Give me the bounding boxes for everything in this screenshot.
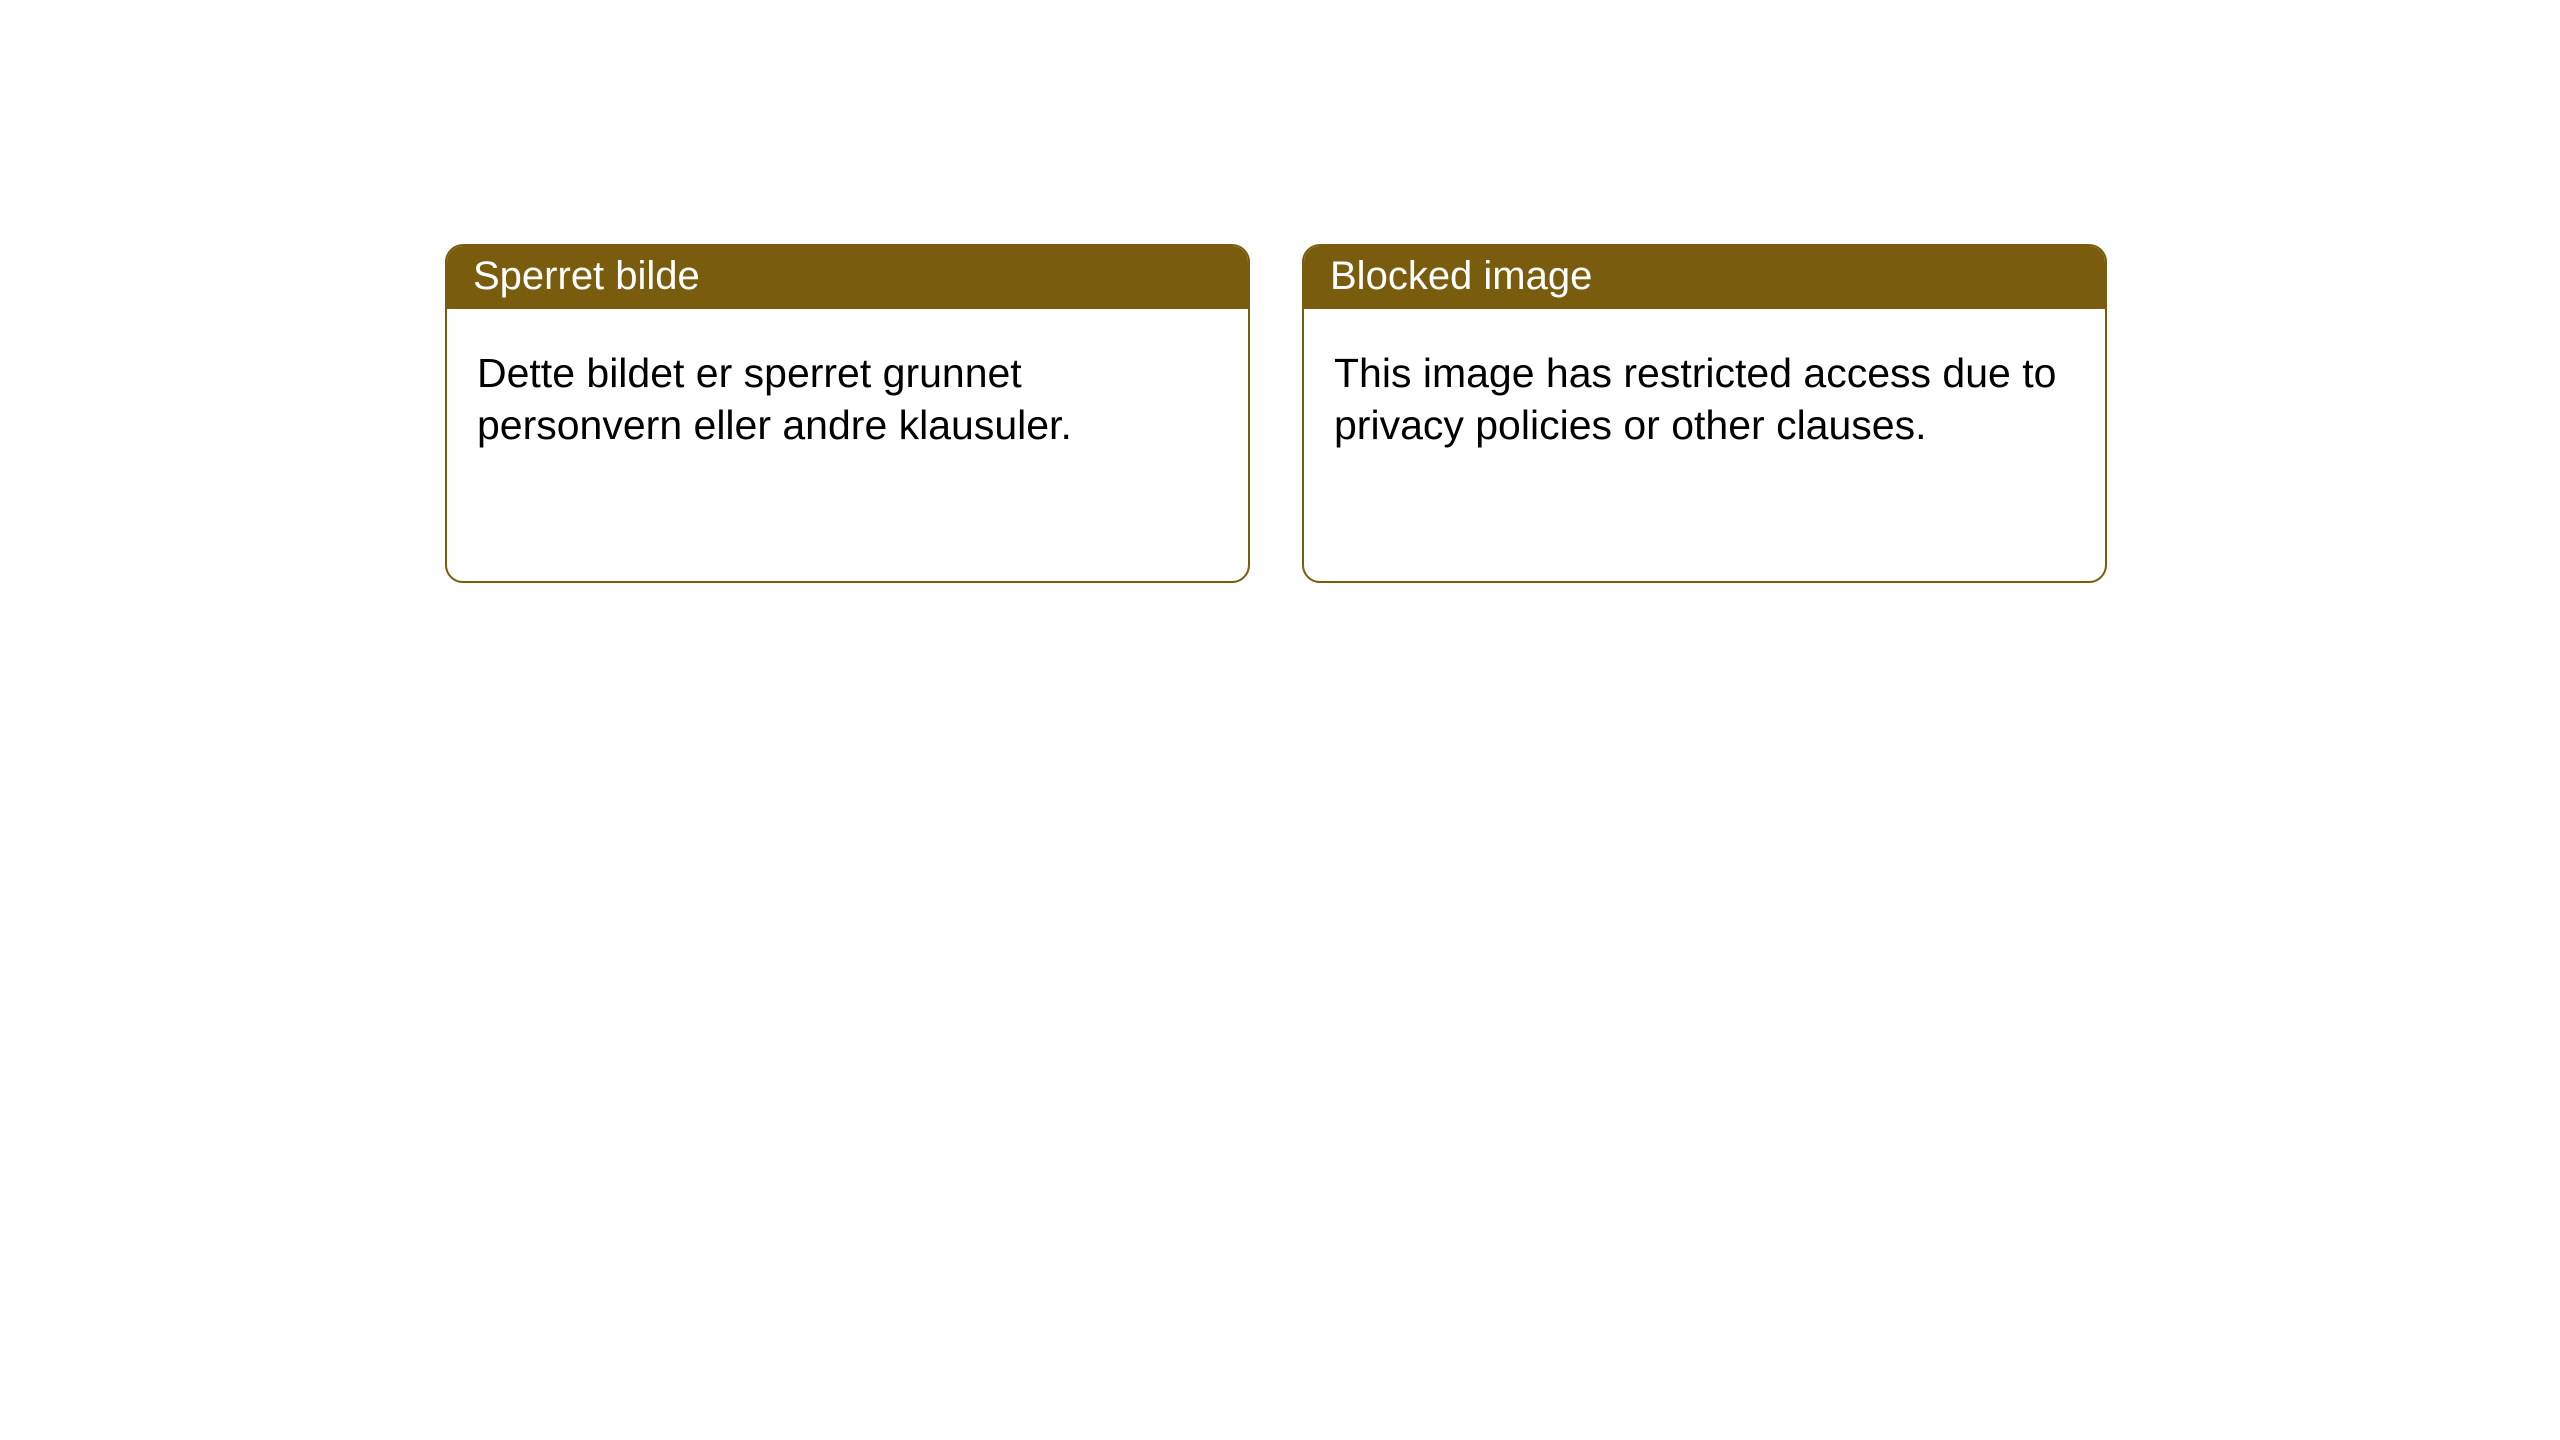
card-body: Dette bildet er sperret grunnet personve…	[447, 309, 1248, 581]
notice-cards-container: Sperret bilde Dette bildet er sperret gr…	[0, 0, 2560, 583]
notice-card-english: Blocked image This image has restricted …	[1302, 244, 2107, 583]
card-message: Dette bildet er sperret grunnet personve…	[477, 350, 1072, 448]
card-body: This image has restricted access due to …	[1304, 309, 2105, 581]
card-header: Blocked image	[1304, 246, 2105, 309]
card-header: Sperret bilde	[447, 246, 1248, 309]
notice-card-norwegian: Sperret bilde Dette bildet er sperret gr…	[445, 244, 1250, 583]
card-message: This image has restricted access due to …	[1334, 350, 2056, 448]
card-title: Blocked image	[1330, 254, 1592, 298]
card-title: Sperret bilde	[473, 254, 700, 298]
